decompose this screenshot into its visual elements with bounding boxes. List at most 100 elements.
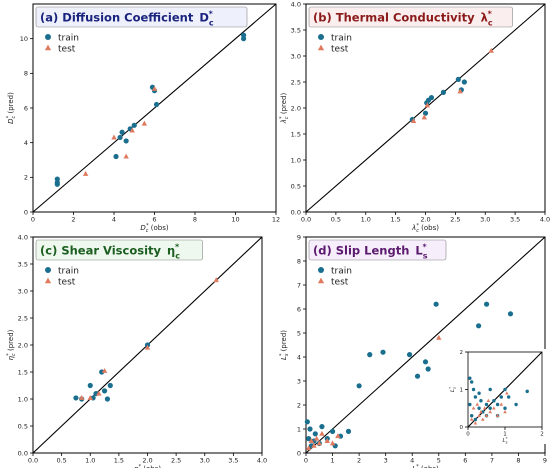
inset-train-point [488, 406, 492, 410]
train-point [425, 366, 431, 372]
inset-train-point [471, 387, 476, 392]
x-tick-label: 0.5 [331, 216, 341, 224]
title-box [308, 6, 513, 28]
train-point [306, 436, 312, 442]
test-point [316, 440, 322, 446]
x-tick-label: 8 [193, 216, 197, 224]
legend-test-marker [317, 44, 325, 51]
x-tick-label: 9 [543, 457, 547, 465]
x-tick-label: 0.0 [28, 457, 38, 465]
inset-test-point [505, 391, 509, 395]
x-tick-label: 6 [463, 457, 467, 465]
x-tick-label: 3.0 [480, 216, 490, 224]
legend-test-label: test [58, 45, 76, 55]
inset-train-point [484, 402, 489, 407]
y-tick-label: 2.0 [18, 341, 28, 349]
test-point [151, 85, 158, 91]
y-tick-label: 4 [297, 353, 301, 361]
train-point [367, 352, 373, 358]
y-tick-label: 8 [24, 70, 28, 78]
y-tick-label: 2 [24, 174, 28, 182]
y-tick-label: 3.0 [18, 287, 28, 295]
inset-train-point [468, 402, 472, 407]
legend-test-marker [44, 277, 52, 284]
train-point [329, 428, 336, 434]
inset-train-point [477, 406, 481, 410]
train-point [113, 153, 119, 160]
y-axis-label: ηc* (pred) [6, 329, 17, 360]
x-tick-label: 7 [490, 457, 494, 465]
y-tick-label: 5 [297, 329, 301, 337]
x-tick-label: 2.5 [171, 457, 181, 465]
y-tick-label: 0.5 [18, 422, 28, 430]
x-tick-label: 0.5 [56, 457, 66, 465]
chart-panel-1: 0 2 4 6 8 10 12 0 2 4 6 8 10 Dc* (obs) Dc* (pred) (a) D… [6, 3, 280, 234]
title-box [308, 239, 447, 261]
chart-title: (d) Slip Length Ls* [313, 243, 428, 261]
train-point [345, 428, 352, 434]
y-tick-label: 2.5 [291, 78, 301, 86]
parity-line [32, 3, 277, 213]
inset-test-point [477, 413, 481, 418]
test-point [329, 440, 336, 446]
inset-test-point [492, 406, 496, 410]
legend-train-label: train [58, 34, 79, 44]
inset-train-point [514, 402, 518, 407]
train-point [304, 419, 310, 425]
legend-test-label: test [58, 278, 76, 288]
x-tick-label: 2 [71, 216, 75, 224]
inset-x-tick-label: 1 [503, 432, 507, 438]
y-tick-label: 3.0 [291, 52, 301, 60]
legend-test-label: test [331, 45, 349, 55]
y-tick-label: 1.5 [291, 130, 301, 138]
y-tick-label: 0.0 [18, 449, 28, 457]
inset-y-tick-label: 0 [460, 425, 464, 431]
inset-test-point [499, 402, 504, 406]
chart-panel-2: 0.0 0.5 1.0 1.5 2.0 2.5 3.0 3.5 4.0 0.0 0.5 1.0 1.5 2… [279, 0, 550, 234]
y-tick-label: 2.0 [291, 104, 301, 112]
x-axis-label: ηc* (obs) [134, 464, 161, 468]
y-tick-label: 6 [24, 104, 28, 112]
inset-test-point [503, 410, 507, 414]
title-box [35, 6, 248, 28]
inset-train-point [473, 395, 478, 399]
y-tick-label: 1.0 [291, 156, 301, 164]
test-point [101, 367, 108, 373]
y-tick-label: 0 [297, 449, 301, 457]
inset-train-point [503, 387, 507, 392]
x-axis-label: Ls* (obs) [412, 464, 439, 468]
inset-train-point [495, 402, 500, 407]
test-point [424, 102, 431, 108]
title-box [35, 239, 203, 261]
x-tick-label: 4 [112, 216, 116, 224]
train-point [476, 323, 482, 329]
legend-train-marker [318, 34, 324, 40]
train-point [101, 388, 108, 394]
train-point [422, 359, 429, 365]
inset-test-point [479, 410, 483, 414]
chart-panel-3: 0.0 0.5 1.0 1.5 2.0 2.5 3.0 3.5 4.0 0.0 0.5 1.0 1.5 2… [6, 233, 267, 468]
x-tick-label: 6 [152, 216, 156, 224]
inset-train-point [488, 387, 492, 392]
inset-y-tick-label: 1 [460, 387, 464, 393]
test-point [436, 334, 442, 340]
test-point [213, 277, 219, 283]
inset-train-point [479, 399, 483, 403]
chart-title: (a) Diffusion Coefficient Dc* [40, 10, 214, 28]
inset-test-point [471, 406, 476, 410]
inset-test-point [486, 398, 491, 403]
inset-train-point [503, 406, 507, 410]
train-point [241, 36, 247, 42]
y-tick-label: 4.0 [18, 233, 28, 241]
inset-x-tick-label: 2 [540, 432, 544, 438]
train-point [123, 138, 129, 144]
parity-line [305, 236, 546, 454]
x-tick-label: 4 [410, 457, 414, 465]
y-tick-label: 1.0 [18, 395, 28, 403]
legend-test-label: test [331, 278, 349, 288]
inset-test-point [482, 406, 487, 410]
test-point [111, 134, 117, 140]
y-tick-label: 4.0 [291, 0, 301, 8]
x-tick-label: 5 [437, 457, 441, 465]
test-point [313, 435, 320, 441]
